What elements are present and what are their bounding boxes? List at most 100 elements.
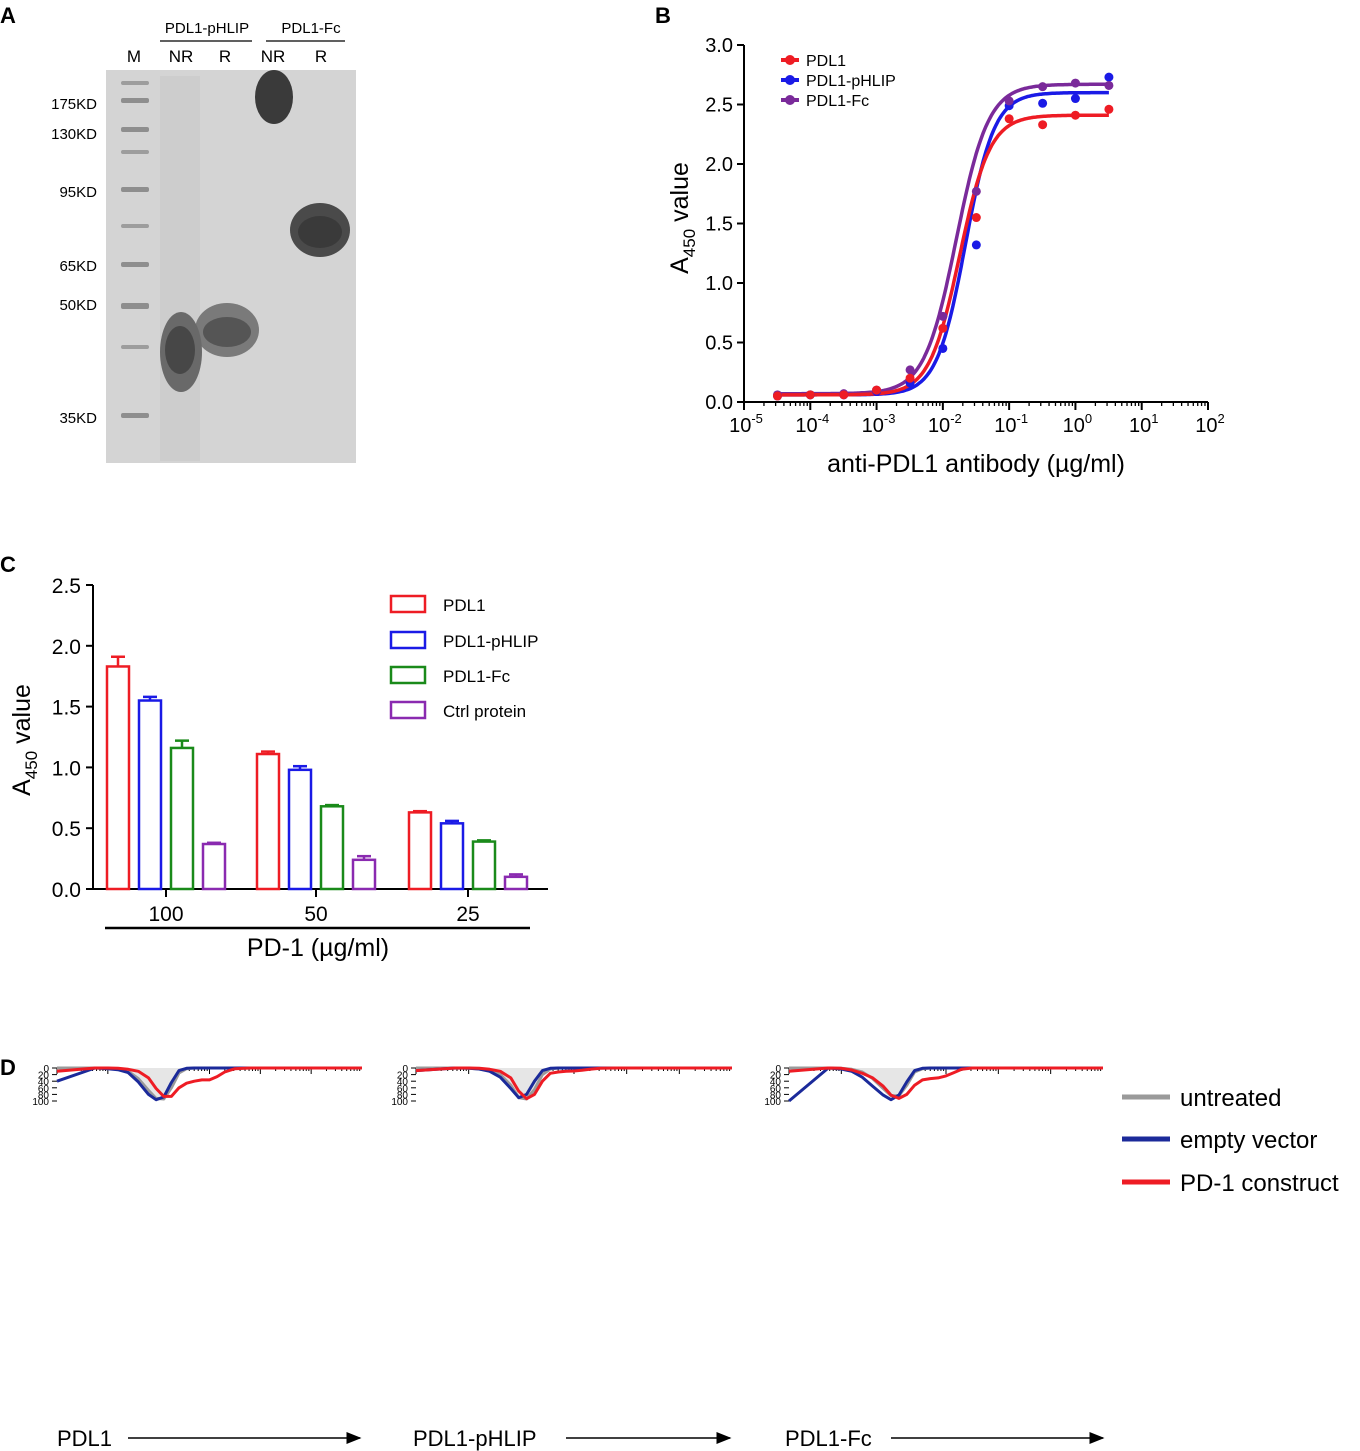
b-data-point: [938, 311, 948, 321]
lane-label-r-2: R: [315, 47, 327, 66]
marker-ladder: [121, 81, 149, 418]
b-data-point: [872, 385, 882, 395]
d-y-tick-label: 0: [402, 1064, 408, 1075]
ladder-band: [121, 345, 149, 349]
c-y-tick-label: 1.0: [52, 757, 81, 780]
c-bar: [255, 752, 281, 891]
b-legend-label-fc: PDL1-Fc: [806, 93, 869, 110]
b-legend-dot-fc: [785, 95, 795, 105]
b-y-tick-label: 2.5: [705, 95, 733, 117]
b-data-point: [938, 343, 948, 353]
c-bar: [351, 858, 377, 891]
b-x-tick-base: 10: [1129, 415, 1151, 437]
c-x-label: PD-1 (µg/ml): [247, 934, 389, 962]
d-y-tick-label: 40: [38, 1077, 50, 1088]
b-legend-dot-pdl1: [785, 55, 795, 65]
c-axes: 0.0 0.5 1.0 1.5 2.0 2.5 100 50 25: [52, 575, 548, 926]
b-x-tick-exp: 2: [1218, 411, 1225, 426]
b-x-tick-label: 10-3: [862, 411, 896, 437]
c-legend: PDL1 PDL1-pHLIP PDL1-Fc Ctrl protein: [389, 594, 538, 721]
b-data-point: [772, 391, 782, 401]
ladder-band: [121, 413, 149, 418]
c-bar: [503, 875, 529, 891]
b-y-label: A450 value: [666, 162, 699, 274]
d-line-pd-1-construct: [56, 1066, 362, 1098]
ladder-band: [121, 127, 149, 132]
b-data-point: [1104, 72, 1114, 82]
b-points: [772, 72, 1114, 401]
d-y-tick-label: 80: [38, 1090, 50, 1101]
ladder-band: [121, 187, 149, 192]
c-legend-label-phlip: PDL1-pHLIP: [443, 632, 538, 651]
d-y-tick-label: 100: [764, 1097, 781, 1108]
lane-label-nr-1: NR: [169, 47, 194, 66]
group-label-pdl1-fc: PDL1-Fc: [281, 20, 341, 37]
d-x-label-pdl1: PDL1: [57, 1426, 112, 1451]
panel-b: B 0.00.51.01.52.02.53.0 10-5 10-4 10-3 10-2…: [655, 3, 1225, 478]
c-bar: [201, 842, 227, 891]
b-y-tick-label: 2.0: [705, 154, 733, 176]
d-y-tick-label: 60: [397, 1084, 409, 1095]
d-y-tick-label: 80: [397, 1090, 409, 1101]
c-y-label-sub: 450: [22, 751, 41, 779]
b-data-point: [1038, 98, 1048, 108]
d-y-tick-label: 20: [38, 1071, 50, 1082]
b-x-tick-exp: -1: [1016, 411, 1028, 426]
b-x-tick-exp: -5: [751, 411, 763, 426]
b-legend-dot-phlip: [785, 75, 795, 85]
ladder-band: [121, 98, 149, 103]
ladder-band: [121, 150, 149, 154]
b-x-tick-exp: 0: [1085, 411, 1092, 426]
c-legend-swatch-fc: [389, 665, 427, 685]
b-y-label-rest: value: [666, 162, 694, 229]
d-legend: untreated empty vector PD-1 construct: [1122, 1085, 1339, 1197]
b-legend-label-pdl1: PDL1: [806, 53, 846, 70]
marker-label-175: 175KD: [51, 96, 97, 113]
b-fit-curve-pdl1: [777, 113, 1109, 397]
lane-label-r-1: R: [219, 47, 231, 66]
c-legend-swatch-ctrl: [389, 700, 427, 720]
b-x-tick-label: 10-4: [795, 411, 829, 437]
marker-label-50: 50KD: [59, 297, 97, 314]
d-line-pd-1-construct: [788, 1066, 1103, 1100]
b-data-point: [971, 213, 981, 223]
c-y-label-main: A: [8, 779, 36, 796]
c-bar: [105, 665, 131, 891]
b-y-label-main: A: [666, 257, 694, 274]
b-x-tick-exp: -4: [818, 411, 830, 426]
b-data-point: [1004, 114, 1014, 124]
d-y-tick-label: 60: [770, 1084, 782, 1095]
b-data-point: [1070, 94, 1080, 104]
gel-lane-shadow: [160, 76, 200, 461]
c-x-tick-label: 25: [456, 903, 479, 926]
d-x-label-fc: PDL1-Fc: [785, 1426, 872, 1451]
c-y-label-rest: value: [8, 684, 36, 751]
d-line-empty-vector: [56, 1066, 362, 1102]
c-y-tick-label: 1.5: [52, 697, 81, 720]
b-y-axis: 0.0 0.5 1.0 1.5 2.0 2.5 3.0: [705, 35, 745, 414]
band-pdl1-phlip-nr-core: [165, 326, 195, 374]
panel-a-letter: A: [0, 3, 16, 28]
ladder-band: [121, 81, 149, 85]
b-x-tick-exp: -2: [950, 411, 962, 426]
b-data-point: [905, 365, 915, 375]
panel-b-letter: B: [655, 3, 671, 28]
b-x-tick-base: 10: [862, 415, 884, 437]
b-x-tick-base: 10: [795, 415, 817, 437]
c-bar: [287, 768, 313, 891]
b-x-tick-base: 10: [1195, 415, 1217, 437]
b-data-point: [1070, 78, 1080, 88]
marker-label-130: 130KD: [51, 126, 97, 143]
b-legend-label-phlip: PDL1-pHLIP: [806, 73, 896, 90]
b-x-tick-base: 10: [994, 415, 1016, 437]
b-x-tick-base: 10: [729, 415, 751, 437]
d-y-tick-label: 0: [43, 1064, 49, 1075]
d-y-tick-label: 60: [38, 1084, 50, 1095]
d-y-tick-label: 20: [397, 1071, 409, 1082]
b-x-tick-base: 10: [928, 415, 950, 437]
b-data-point: [938, 323, 948, 333]
band-pdl1-fc-nr: [255, 70, 293, 124]
b-x-tick-label: 100: [1063, 411, 1092, 437]
